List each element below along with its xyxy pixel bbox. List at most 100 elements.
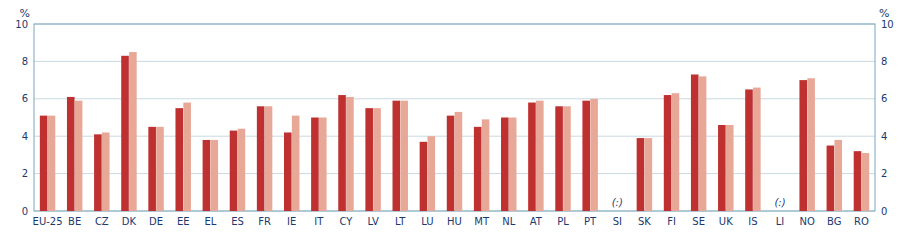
bar [745,89,753,211]
x-tick-label: HU [447,216,462,227]
bar [238,129,246,211]
bar [637,138,645,211]
bar [156,127,164,211]
y2-tick-label: 6 [881,93,887,104]
bar [455,112,463,211]
bar [203,140,211,211]
x-tick-label: EL [204,216,216,227]
x-tick-label: DK [122,216,137,227]
bar [718,125,726,211]
bar [555,106,563,211]
bar [807,78,815,211]
bar [257,106,265,211]
x-tick-label: IT [314,216,324,227]
x-tick-label: MT [474,216,490,227]
x-tick-label: LI [776,216,785,227]
x-tick-label: NO [799,216,814,227]
x-tick-label: BG [827,216,841,227]
x-tick-label: RO [854,216,869,227]
bar [474,127,482,211]
y-tick-label: 4 [22,131,28,142]
x-tick-label: AT [530,216,543,227]
x-tick-label: CY [340,216,354,227]
x-tick-label: FR [258,216,271,227]
x-tick-label: NL [502,216,515,227]
bar [292,116,300,211]
bar [400,101,408,211]
x-tick-label: IS [748,216,757,227]
bar [210,140,218,211]
annotation: (:) [612,197,623,208]
bar [726,125,734,211]
y2-tick-label: 0 [881,206,887,217]
grid-line [34,61,875,62]
y-tick-label: 8 [22,56,28,67]
bar [563,106,571,211]
bar [691,74,699,211]
page: {"chart_data": {"type": "bar", "categori… [0,0,909,233]
x-tick-label: SI [613,216,622,227]
bar [528,103,536,211]
x-tick-label: CZ [95,216,109,227]
annotation: (:) [774,197,785,208]
bar [393,101,401,211]
bar [482,119,490,211]
bar [265,106,273,211]
bar [447,116,455,211]
bar [834,140,842,211]
y2-tick-label: 4 [881,131,887,142]
bar [48,116,56,211]
bar [284,132,292,211]
x-tick-label: FI [667,216,676,227]
x-tick-label: SK [638,216,651,227]
bar [501,118,509,212]
y-tick-label: 2 [22,168,28,179]
x-tick-label: IE [287,216,296,227]
bar [94,134,102,211]
y-tick-label: 6 [22,93,28,104]
bar [338,95,346,211]
bar [699,76,707,211]
x-tick-label: SE [692,216,705,227]
bar [536,101,544,211]
bar [582,101,590,211]
bar [121,56,129,211]
bar [175,108,183,211]
bar [664,95,672,211]
bar [319,118,327,212]
x-tick-label: EE [177,216,190,227]
bar [373,108,381,211]
y-axis-label: % [20,7,30,20]
y2-tick-label: 10 [881,19,894,30]
x-tick-label: EU-25 [33,216,63,227]
bar [129,52,137,211]
bar [183,103,191,211]
bar [40,116,48,211]
bar [346,97,354,211]
y-tick-label: 10 [15,19,28,30]
bar [148,127,156,211]
bar [590,99,598,211]
x-tick-label: UK [719,216,733,227]
x-tick-label: ES [231,216,244,227]
bar [509,118,517,212]
bar [75,101,83,211]
x-tick-label: BE [68,216,81,227]
bar [753,88,761,211]
plot-frame [34,24,875,211]
bar [854,151,862,211]
bar [799,80,807,211]
bar [645,138,653,211]
bar [827,146,835,211]
bar [230,131,238,211]
bar [311,118,319,212]
x-tick-label: PT [584,216,597,227]
grid [34,24,875,211]
bar [672,93,680,211]
bar [428,136,436,211]
bar [102,132,110,211]
x-tick-label: DE [149,216,163,227]
y2-axis-label: % [879,7,889,20]
bar [420,142,428,211]
x-tick-label: LT [395,216,406,227]
